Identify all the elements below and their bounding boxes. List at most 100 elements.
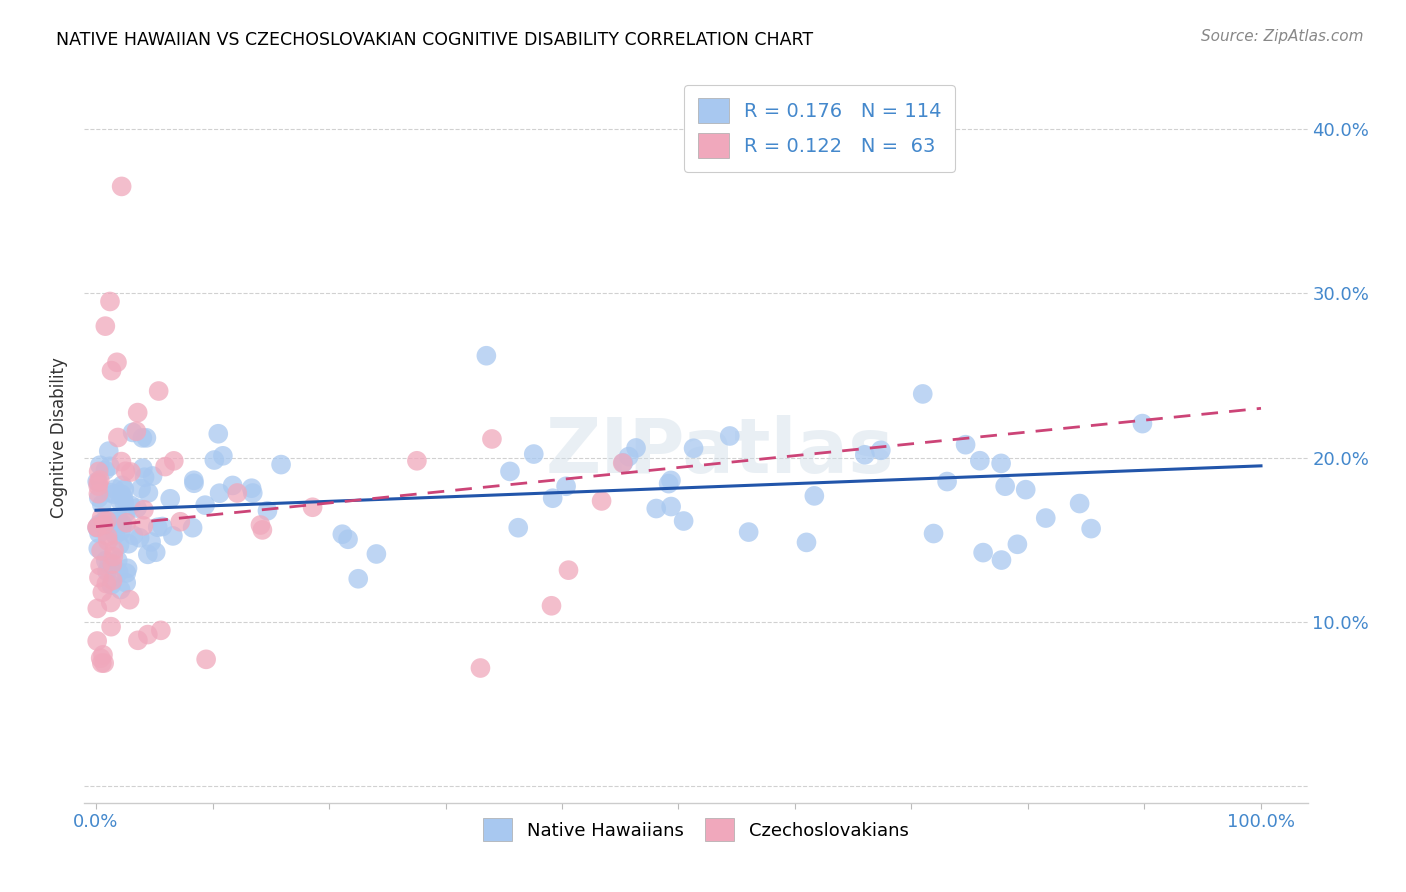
Point	[100, 485, 122, 500]
Point	[617, 450, 640, 464]
Point	[1132, 417, 1154, 431]
Point	[145, 545, 167, 559]
Point	[475, 349, 498, 363]
Point	[366, 547, 388, 561]
Point	[132, 461, 155, 475]
Point	[737, 525, 759, 540]
Point	[226, 486, 249, 500]
Point	[87, 465, 110, 479]
Point	[115, 516, 138, 530]
Point	[89, 517, 111, 532]
Point	[125, 424, 148, 438]
Point	[101, 557, 124, 571]
Point	[1069, 497, 1091, 511]
Point	[803, 489, 825, 503]
Point	[131, 431, 153, 445]
Point	[972, 546, 994, 560]
Text: ZIPatlas: ZIPatlas	[546, 415, 894, 489]
Point	[557, 563, 579, 577]
Point	[93, 656, 115, 670]
Point	[624, 441, 647, 455]
Point	[121, 425, 143, 440]
Point	[125, 501, 148, 516]
Point	[105, 355, 128, 369]
Point	[134, 470, 156, 484]
Point	[162, 529, 184, 543]
Point	[136, 627, 159, 641]
Point	[128, 531, 150, 545]
Point	[256, 504, 278, 518]
Point	[221, 478, 243, 492]
Point	[136, 547, 159, 561]
Point	[103, 543, 125, 558]
Point	[90, 544, 112, 558]
Point	[132, 502, 155, 516]
Point	[90, 498, 112, 512]
Point	[111, 179, 134, 194]
Point	[86, 601, 108, 615]
Point	[100, 595, 122, 609]
Legend: Native Hawaiians, Czechoslovakians: Native Hawaiians, Czechoslovakians	[477, 811, 915, 848]
Point	[96, 514, 118, 528]
Point	[153, 459, 176, 474]
Point	[183, 476, 205, 491]
Point	[142, 469, 165, 483]
Point	[120, 498, 142, 512]
Point	[139, 535, 162, 549]
Point	[94, 553, 117, 567]
Point	[1015, 483, 1038, 497]
Point	[612, 456, 634, 470]
Point	[994, 479, 1017, 493]
Point	[181, 521, 204, 535]
Point	[990, 456, 1012, 470]
Point	[114, 464, 136, 478]
Point	[96, 529, 118, 543]
Point	[132, 519, 155, 533]
Point	[195, 652, 218, 666]
Point	[347, 572, 370, 586]
Point	[90, 510, 112, 524]
Point	[240, 481, 263, 495]
Point	[659, 474, 682, 488]
Point	[922, 526, 945, 541]
Point	[1080, 522, 1102, 536]
Point	[115, 575, 138, 590]
Point	[540, 599, 562, 613]
Point	[481, 432, 503, 446]
Point	[523, 447, 546, 461]
Point	[111, 478, 134, 492]
Point	[508, 521, 530, 535]
Point	[202, 453, 225, 467]
Point	[270, 458, 292, 472]
Point	[911, 387, 934, 401]
Point	[163, 454, 186, 468]
Point	[122, 528, 145, 542]
Point	[152, 519, 174, 533]
Y-axis label: Cognitive Disability: Cognitive Disability	[51, 357, 69, 517]
Point	[146, 520, 169, 534]
Point	[658, 476, 681, 491]
Point	[97, 534, 120, 549]
Point	[148, 384, 170, 398]
Point	[112, 491, 135, 505]
Point	[645, 501, 668, 516]
Point	[101, 574, 124, 588]
Point	[108, 538, 131, 552]
Point	[86, 634, 108, 648]
Point	[555, 479, 578, 493]
Point	[207, 426, 229, 441]
Point	[990, 553, 1012, 567]
Point	[138, 486, 160, 500]
Point	[612, 456, 634, 470]
Point	[107, 430, 129, 444]
Point	[330, 527, 353, 541]
Point	[87, 526, 110, 541]
Point	[112, 496, 135, 510]
Point	[212, 449, 235, 463]
Point	[208, 486, 231, 500]
Point	[659, 500, 682, 514]
Point	[115, 505, 138, 519]
Point	[87, 491, 110, 505]
Point	[86, 521, 108, 535]
Point	[110, 495, 132, 509]
